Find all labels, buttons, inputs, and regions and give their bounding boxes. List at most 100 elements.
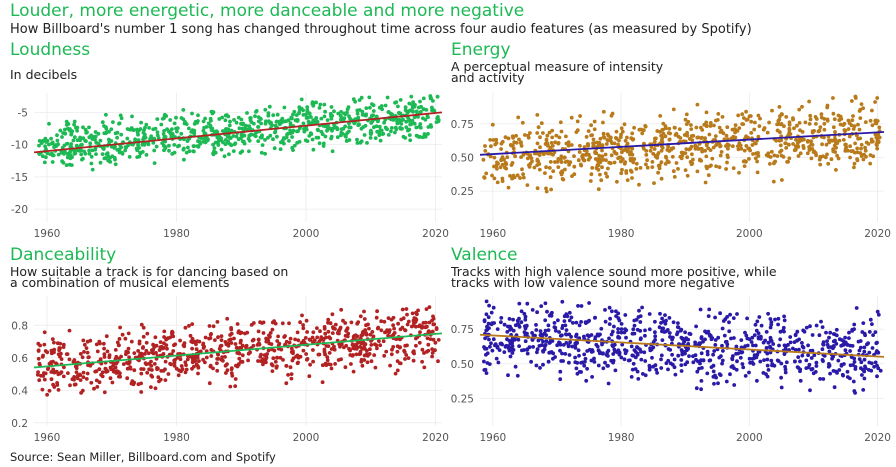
data-point [833, 138, 838, 143]
data-point [414, 343, 418, 348]
data-point [536, 125, 541, 130]
data-point [576, 304, 580, 308]
data-point [290, 135, 294, 139]
data-point [87, 355, 91, 359]
data-point [784, 115, 789, 119]
data-point [239, 338, 243, 343]
data-point [819, 319, 823, 324]
data-point [779, 375, 783, 380]
data-point [560, 326, 565, 330]
data-point [819, 112, 824, 117]
data-point [495, 160, 499, 165]
data-point [215, 320, 220, 324]
data-point [212, 129, 217, 134]
data-point [821, 342, 825, 347]
data-point [284, 381, 289, 386]
data-point [213, 338, 217, 342]
data-point [136, 382, 141, 387]
data-point [398, 125, 402, 130]
data-point [209, 118, 213, 123]
data-point [144, 348, 149, 353]
data-point [546, 328, 551, 332]
data-point [638, 320, 643, 324]
data-point [351, 97, 356, 102]
data-point [576, 158, 581, 163]
data-point [331, 325, 335, 330]
data-point [558, 348, 562, 353]
data-point [744, 333, 749, 338]
data-point [710, 336, 715, 340]
data-point [722, 333, 727, 338]
data-point [118, 325, 122, 330]
data-point [49, 136, 53, 141]
data-point [674, 161, 679, 165]
data-point [858, 116, 863, 120]
data-point [165, 127, 170, 131]
data-point [625, 135, 629, 140]
data-point [321, 338, 326, 342]
data-point [284, 339, 289, 344]
data-point [110, 380, 115, 385]
x-tick-label: 1960 [479, 432, 506, 444]
data-point [663, 162, 668, 166]
x-tick-label: 2020 [864, 432, 891, 444]
data-point [598, 172, 602, 177]
data-point [81, 136, 86, 141]
data-point [562, 319, 567, 323]
data-point [322, 325, 327, 329]
data-point [775, 122, 779, 127]
data-point [364, 331, 368, 335]
data-point [694, 357, 698, 362]
data-point [776, 322, 780, 327]
data-point [632, 157, 637, 161]
data-point [63, 131, 67, 136]
data-point [223, 355, 227, 359]
data-point [665, 159, 670, 163]
data-point [249, 323, 254, 327]
data-point [55, 138, 60, 143]
data-point [596, 187, 601, 192]
data-point [592, 356, 596, 361]
data-point [367, 95, 372, 100]
data-point [325, 358, 330, 363]
data-point [387, 328, 392, 332]
data-point [602, 135, 607, 140]
data-point [744, 109, 748, 114]
data-point [538, 135, 542, 140]
data-point [413, 103, 417, 107]
data-point [170, 331, 174, 335]
data-point [307, 134, 312, 138]
data-point [875, 140, 880, 145]
data-point [545, 133, 550, 138]
data-point [100, 120, 105, 125]
data-point [625, 149, 630, 154]
data-point [64, 163, 69, 167]
data-point [806, 139, 810, 143]
data-point [864, 154, 868, 159]
data-point [506, 373, 510, 378]
data-point [761, 127, 766, 132]
data-point [608, 161, 613, 166]
data-point [502, 350, 507, 354]
data-point [567, 360, 571, 365]
data-point [816, 129, 821, 134]
data-point [832, 117, 837, 122]
data-point [102, 131, 107, 136]
data-point [838, 114, 843, 119]
data-point [861, 106, 865, 111]
data-point [380, 132, 385, 136]
data-point [414, 310, 418, 315]
data-point [818, 154, 823, 159]
data-point [109, 127, 114, 132]
data-point [163, 378, 168, 382]
data-point [520, 348, 524, 353]
data-point [186, 145, 190, 150]
data-point [769, 358, 774, 363]
data-point [720, 326, 725, 331]
data-point [561, 343, 566, 347]
data-point [818, 377, 822, 381]
data-point [300, 313, 304, 318]
data-point [859, 360, 864, 365]
data-point [125, 136, 130, 141]
data-point [850, 99, 854, 103]
